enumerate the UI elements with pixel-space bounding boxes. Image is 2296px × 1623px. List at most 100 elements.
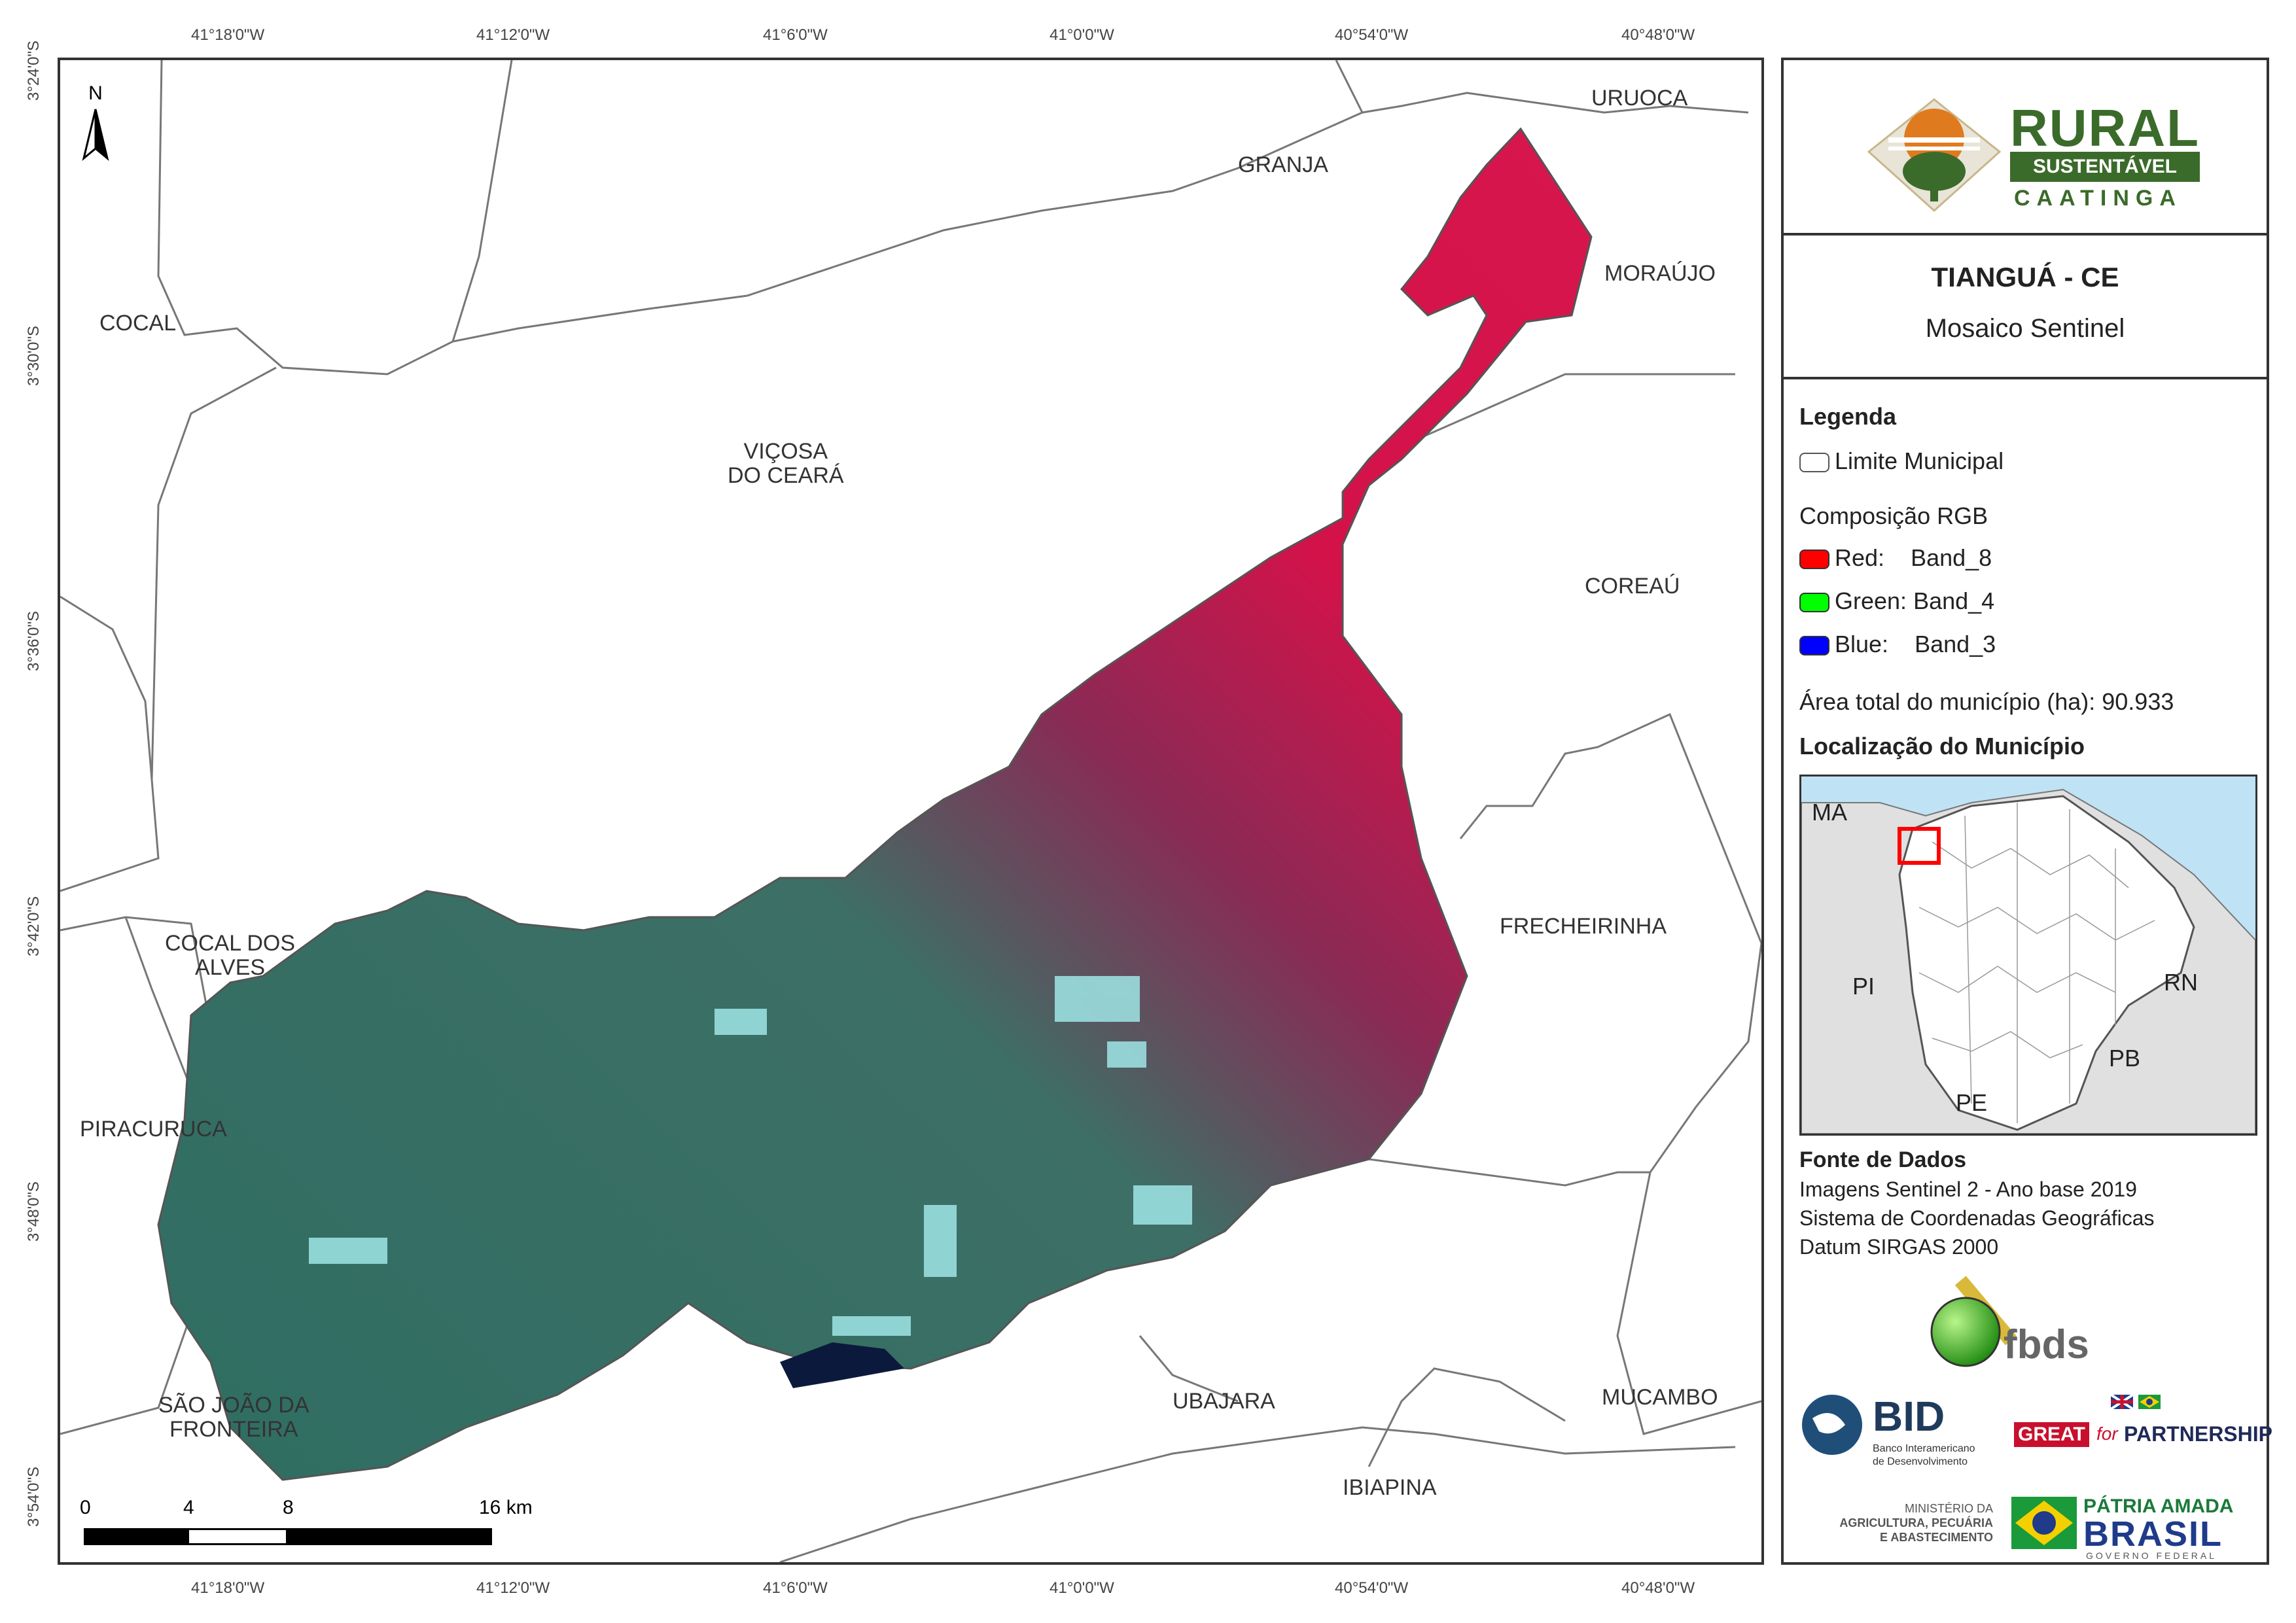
coord-bottom-1: 41°18'0"W xyxy=(191,1579,265,1597)
label-vicosa-line1: VIÇOSA xyxy=(743,439,828,464)
blue-swatch xyxy=(1799,636,1829,656)
bid-logo-icon xyxy=(1802,1395,1862,1455)
cleared-areas xyxy=(309,976,1192,1336)
logo-caatinga: CAATINGA xyxy=(2014,186,2182,211)
location-inset-svg xyxy=(1801,788,2255,1134)
label-granja: GRANJA xyxy=(1238,152,1328,177)
legend-green-label: Green: xyxy=(1835,587,1907,614)
map-subtitle: Mosaico Sentinel xyxy=(1925,314,2125,343)
label-cocal-dos-alves: COCAL DOS ALVES xyxy=(165,931,296,981)
coord-top-2: 41°12'0"W xyxy=(476,26,550,44)
coord-bottom-2: 41°12'0"W xyxy=(476,1579,550,1597)
scale-label-4: 4 xyxy=(183,1497,194,1518)
great-text: GREAT xyxy=(2014,1422,2089,1447)
scale-seg-3 xyxy=(288,1528,492,1545)
legend-rgb-heading: Composição RGB xyxy=(1799,502,1988,529)
coord-bottom-6: 40°48'0"W xyxy=(1621,1579,1695,1597)
label-ibiapina: IBIAPINA xyxy=(1343,1475,1437,1500)
legend-blue-label: Blue: xyxy=(1835,631,1889,657)
legend-green-band: Band_4 xyxy=(1913,587,1995,614)
legend-blue-row: Blue: Band_3 xyxy=(1799,631,1996,658)
area-value: 90.933 xyxy=(2102,688,2174,715)
coord-top-6: 40°48'0"W xyxy=(1621,26,1695,44)
coord-left-2: 3°30'0"S xyxy=(25,325,43,387)
north-label: N xyxy=(88,82,103,104)
sources-line1: Imagens Sentinel 2 - Ano base 2019 xyxy=(1799,1178,2137,1201)
uk-brazil-flags-icon xyxy=(2111,1395,2161,1409)
legend-red-label: Red: xyxy=(1835,544,1885,571)
coord-bottom-3: 41°6'0"W xyxy=(763,1579,828,1597)
coord-left-3: 3°36'0"S xyxy=(25,610,43,672)
label-uruoca: URUOCA xyxy=(1591,86,1688,111)
ministerio-line1: MINISTÉRIO DA xyxy=(1904,1502,1993,1515)
label-cocal: COCAL xyxy=(99,311,177,336)
label-cocal-dos-alves-line1: COCAL DOS xyxy=(165,931,296,956)
legend-red-row: Red: Band_8 xyxy=(1799,544,1992,572)
state-rn: RN xyxy=(2164,969,2198,996)
coord-left-4: 3°42'0"S xyxy=(25,896,43,957)
coord-top-4: 41°0'0"W xyxy=(1050,26,1114,44)
legend-heading: Legenda xyxy=(1799,403,1897,430)
coord-bottom-5: 40°54'0"W xyxy=(1335,1579,1409,1597)
legend-panel: Legenda Limite Municipal Composição RGB … xyxy=(1781,377,2272,1565)
area-row: Área total do município (ha): 90.933 xyxy=(1799,688,2174,716)
label-coreau: COREAÚ xyxy=(1585,574,1680,599)
coord-left-1: 3°24'0"S xyxy=(25,40,43,101)
sources-line2: Sistema de Coordenadas Geográficas xyxy=(1799,1206,2155,1230)
area-label: Área total do município (ha): xyxy=(1799,688,2096,715)
coord-top-3: 41°6'0"W xyxy=(763,26,828,44)
fbds-logo-icon xyxy=(1930,1276,2017,1367)
scale-seg-2 xyxy=(187,1528,288,1545)
limite-swatch xyxy=(1799,453,1829,473)
coord-left-5: 3°48'0"S xyxy=(25,1181,43,1242)
label-sao-joao-line1: SÃO JOÃO DA xyxy=(158,1393,309,1418)
scale-label-16: 16 km xyxy=(479,1497,533,1518)
rural-sustentavel-logo-icon xyxy=(1867,98,2002,213)
coord-top-5: 40°54'0"W xyxy=(1335,26,1409,44)
patria-text: PÁTRIA AMADA xyxy=(2083,1495,2234,1517)
tiangua-municipality[interactable] xyxy=(157,127,1593,1481)
location-heading: Localização do Município xyxy=(1799,733,2085,759)
partnership-text: PARTNERSHIP xyxy=(2124,1422,2272,1446)
map-frame: N URUOCA GRANJA MORAÚJO COCAL VIÇOSA DO … xyxy=(58,58,1764,1565)
label-mucambo: MUCAMBO xyxy=(1602,1385,1718,1410)
logo-rural: RURAL xyxy=(2010,99,2200,157)
bid-logo-text: BID xyxy=(1873,1393,1945,1440)
coord-left-6: 3°54'0"S xyxy=(25,1466,43,1527)
state-ma: MA xyxy=(1812,799,1847,826)
map-title: TIANGUÁ - CE xyxy=(1931,262,2119,292)
legend-blue-band: Band_3 xyxy=(1915,631,1996,657)
coord-top-1: 41°18'0"W xyxy=(191,26,265,44)
brazil-gov-flag-icon xyxy=(2011,1497,2077,1549)
governo-text: GOVERNO FEDERAL xyxy=(2086,1550,2217,1561)
title-panel: TIANGUÁ - CE Mosaico Sentinel xyxy=(1781,233,2269,379)
legend-limite-label: Limite Municipal xyxy=(1835,447,2004,474)
brasil-text: BRASIL xyxy=(2083,1514,2223,1554)
label-piracuruca: PIRACURUCA xyxy=(80,1117,227,1142)
reservoir xyxy=(780,1342,904,1388)
north-arrow: N xyxy=(82,82,109,162)
map-canvas[interactable]: N xyxy=(60,60,1761,1562)
logo-sustentavel: SUSTENTÁVEL xyxy=(2010,152,2200,182)
scale-seg-1 xyxy=(84,1528,187,1545)
label-morajo: MORAÚJO xyxy=(1604,261,1716,286)
sources-heading: Fonte de Dados xyxy=(1799,1147,1967,1172)
red-swatch xyxy=(1799,550,1829,570)
scale-label-8: 8 xyxy=(283,1497,294,1518)
location-inset[interactable]: MA PI RN PB PE xyxy=(1799,775,2257,1136)
label-sao-joao-da-fronteira: SÃO JOÃO DA FRONTEIRA xyxy=(158,1393,309,1442)
state-pb: PB xyxy=(2109,1045,2141,1072)
location-marker xyxy=(1898,827,1941,865)
bid-sub1: Banco Interamericano xyxy=(1873,1443,1975,1454)
scale-label-0: 0 xyxy=(80,1497,91,1518)
great-for-text: for xyxy=(2096,1423,2118,1444)
bid-sub2: de Desenvolvimento xyxy=(1873,1456,1968,1467)
legend-green-row: Green: Band_4 xyxy=(1799,587,1994,615)
label-sao-joao-line2: FRONTEIRA xyxy=(169,1417,298,1442)
ministerio-line2: AGRICULTURA, PECUÁRIA xyxy=(1839,1516,1993,1529)
coord-bottom-4: 41°0'0"W xyxy=(1050,1579,1114,1597)
green-swatch xyxy=(1799,593,1829,613)
ministerio-line3: E ABASTECIMENTO xyxy=(1879,1531,1993,1544)
sources-line3: Datum SIRGAS 2000 xyxy=(1799,1235,1999,1259)
legend-red-band: Band_8 xyxy=(1911,544,1992,571)
